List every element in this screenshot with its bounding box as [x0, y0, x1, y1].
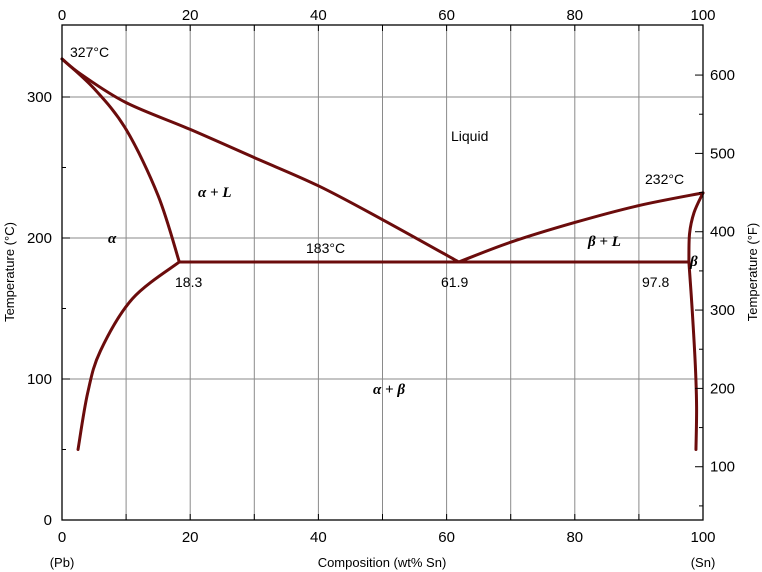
phase-boundary-line-1: [60, 57, 461, 264]
pb-melting-point-label: 327°C: [70, 44, 109, 60]
y-right-tick-label: 200: [710, 380, 735, 397]
x-tick-label: 0: [58, 529, 66, 546]
top-tick-label: 0: [58, 7, 66, 24]
x-tick-label: 80: [566, 529, 583, 546]
axis-ticks: 0 20 40 60 80 100 0 20 40 60 80 100 0 100 200 300 100 200…: [27, 7, 735, 546]
y-axis-right-label: Temperature (°F): [745, 223, 760, 321]
top-tick-label: 100: [690, 7, 715, 24]
y-right-tick-label: 300: [710, 302, 735, 319]
beta-region-label: β: [689, 254, 698, 270]
eutectic-temperature-label: 183°C: [306, 240, 345, 256]
alpha-plus-liquid-label: α + L: [198, 185, 232, 201]
eutectic-composition-label: 61.9: [441, 274, 468, 290]
x-tick-label: 20: [182, 529, 199, 546]
y-tick-label: 200: [27, 230, 52, 247]
y-tick-label: 300: [27, 89, 52, 106]
x-tick-label: 100: [690, 529, 715, 546]
x-tick-label: 60: [438, 529, 455, 546]
y-right-tick-label: 400: [710, 224, 735, 241]
y-tick-label: 100: [27, 371, 52, 388]
y-tick-label: 0: [44, 512, 52, 529]
x-axis-label: Composition (wt% Sn): [318, 555, 447, 570]
top-tick-label: 60: [438, 7, 455, 24]
x-tick-label: 40: [310, 529, 327, 546]
phase-boundary-line-6: [687, 191, 705, 264]
phase-boundary-line-7: [687, 260, 699, 451]
x-axis-right-end-label: (Sn): [691, 555, 716, 570]
alpha-solubility-label: 18.3: [175, 274, 202, 290]
beta-solubility-label: 97.8: [642, 274, 669, 290]
y-axis-label: Temperature (°C): [2, 222, 17, 322]
phase-boundaries: [60, 57, 705, 451]
y-right-tick-label: 500: [710, 145, 735, 162]
phase-boundary-line-2: [457, 191, 705, 264]
beta-plus-liquid-label: β + L: [587, 234, 621, 250]
alpha-plus-beta-label: α + β: [373, 382, 405, 398]
top-tick-label: 20: [182, 7, 199, 24]
grid-lines: [62, 25, 703, 520]
sn-melting-point-label: 232°C: [645, 171, 684, 187]
top-tick-label: 40: [310, 7, 327, 24]
top-tick-label: 80: [566, 7, 583, 24]
phase-boundary-line-4: [76, 260, 181, 451]
liquid-region-label: Liquid: [451, 128, 488, 144]
alpha-region-label: α: [108, 231, 117, 247]
y-right-tick-label: 100: [710, 459, 735, 476]
phase-boundary-line-3: [60, 57, 181, 264]
y-right-tick-label: 600: [710, 67, 735, 84]
x-axis-left-end-label: (Pb): [50, 555, 75, 570]
